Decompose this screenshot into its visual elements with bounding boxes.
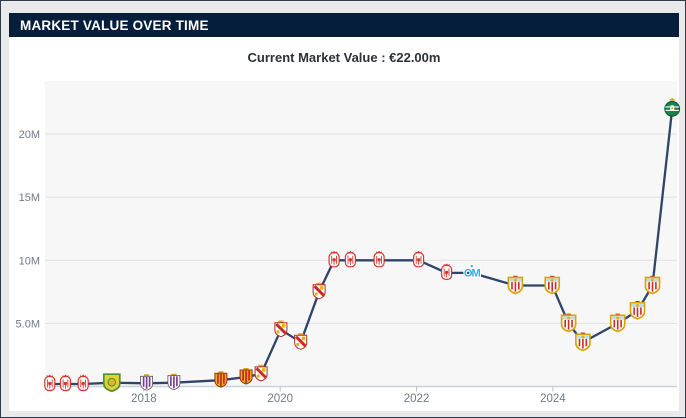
club-crest-marker-red_white_crest[interactable]: [373, 250, 385, 268]
club-crest-marker-striped_gold_border_shield[interactable]: [507, 275, 524, 295]
club-crest-marker-green_gold_roundel[interactable]: [664, 97, 681, 117]
club-crest-marker-red_white_crest[interactable]: [44, 374, 56, 392]
x-axis-tick-label: 2020: [267, 393, 293, 405]
y-axis-tick-label: 20M: [19, 129, 40, 141]
x-axis-tick-label: 2022: [404, 393, 430, 405]
svg-text:OM: OM: [464, 268, 481, 280]
plot-area: [45, 81, 677, 387]
y-axis-tick-label: 10M: [19, 255, 40, 267]
section-title: MARKET VALUE OVER TIME: [20, 17, 209, 33]
x-axis-tick-label: 2018: [131, 393, 157, 405]
club-crest-marker-striped_gold_border_shield[interactable]: [629, 301, 646, 320]
club-crest-marker-red_white_crest[interactable]: [441, 263, 453, 280]
club-crest-marker-white_red_crown_shield[interactable]: [312, 282, 326, 300]
x-axis-tick-label: 2024: [540, 393, 566, 405]
club-crest-marker-red_yellow_shield[interactable]: [239, 368, 253, 385]
club-crest-marker-red_white_crest[interactable]: [59, 374, 72, 392]
club-crest-marker-striped_gold_border_shield[interactable]: [609, 313, 626, 333]
club-crest-marker-red_white_crest[interactable]: [413, 250, 425, 268]
club-crest-marker-striped_gold_border_shield[interactable]: [544, 275, 561, 295]
club-crest-marker-white_red_crown_shield[interactable]: [254, 364, 268, 382]
club-crest-marker-light_blue_om_crest[interactable]: OM: [463, 265, 482, 281]
y-axis-tick-label: 5.0M: [16, 318, 40, 330]
current-market-value-label: Current Market Value : €22.00m: [247, 50, 441, 65]
section-header: MARKET VALUE OVER TIME: [9, 13, 679, 37]
club-crest-marker-red_white_crest[interactable]: [77, 374, 89, 392]
club-crest-marker-purple_white_shield[interactable]: [140, 374, 153, 391]
y-axis-tick-label: 15M: [19, 192, 40, 204]
club-crest-marker-striped_gold_border_shield[interactable]: [575, 332, 591, 352]
club-crest-marker-red_white_crest[interactable]: [344, 250, 356, 268]
club-crest-marker-striped_gold_border_shield[interactable]: [644, 275, 661, 295]
club-crest-marker-red_white_crest[interactable]: [328, 250, 340, 268]
club-crest-marker-red_yellow_shield[interactable]: [214, 371, 228, 388]
club-crest-marker-white_red_crown_shield[interactable]: [274, 320, 288, 338]
club-crest-marker-yellow_green_shield[interactable]: [102, 373, 121, 393]
club-crest-marker-striped_gold_border_shield[interactable]: [560, 313, 577, 333]
club-crest-marker-purple_white_shield[interactable]: [167, 373, 181, 391]
club-crest-marker-white_red_crown_shield[interactable]: [294, 333, 308, 350]
